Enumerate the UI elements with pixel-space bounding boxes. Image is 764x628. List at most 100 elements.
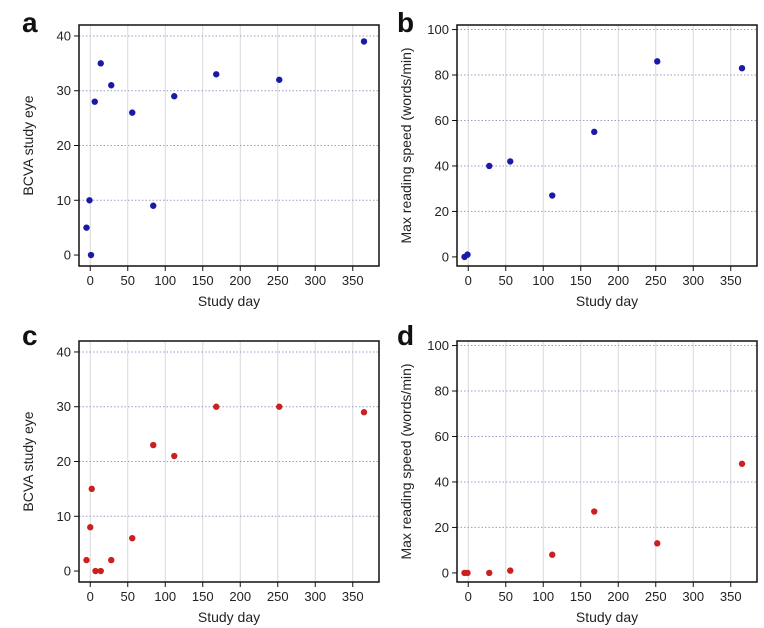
y-axis-title: BCVA study eye bbox=[20, 95, 36, 195]
panel-letter: c bbox=[22, 320, 38, 351]
plot-frame bbox=[78, 340, 380, 583]
data-point bbox=[129, 534, 136, 542]
x-tick-label: 250 bbox=[645, 589, 667, 604]
x-tick-label: 50 bbox=[499, 273, 513, 288]
y-tick-label: 0 bbox=[64, 564, 71, 579]
plot-frame bbox=[456, 340, 758, 583]
data-point bbox=[464, 569, 471, 577]
panel-a: a 0 50 100 150 200 250 300 350 0 10 20 30 40 Study day… bbox=[20, 7, 380, 309]
y-tick-label: 10 bbox=[57, 509, 71, 524]
x-tick-label: 300 bbox=[304, 273, 326, 288]
x-tick-label: 50 bbox=[499, 589, 513, 604]
data-point bbox=[88, 485, 95, 493]
x-tick-label: 350 bbox=[720, 273, 742, 288]
data-point bbox=[507, 158, 514, 165]
x-tick-label: 350 bbox=[720, 589, 742, 604]
data-point bbox=[171, 452, 178, 460]
data-point bbox=[738, 64, 746, 72]
x-tick-label: 200 bbox=[229, 589, 251, 604]
y-tick-label: 0 bbox=[442, 249, 449, 264]
x-tick-label: 150 bbox=[192, 589, 214, 604]
x-tick-label: 100 bbox=[532, 273, 554, 288]
data-point bbox=[276, 403, 283, 410]
x-tick-label: 0 bbox=[465, 273, 472, 288]
y-tick-label: 100 bbox=[427, 338, 449, 353]
y-tick-label: 20 bbox=[57, 138, 71, 153]
panel-letter: b bbox=[397, 7, 414, 38]
x-tick-label: 50 bbox=[121, 589, 135, 604]
data-point bbox=[97, 567, 104, 575]
data-point bbox=[92, 567, 99, 575]
data-point bbox=[91, 98, 98, 105]
y-tick-label: 20 bbox=[57, 454, 71, 469]
plot-frame bbox=[78, 24, 380, 267]
x-tick-label: 150 bbox=[192, 273, 214, 288]
x-tick-label: 200 bbox=[229, 273, 251, 288]
data-point bbox=[591, 508, 598, 515]
x-tick-label: 200 bbox=[607, 273, 629, 288]
data-point bbox=[507, 567, 514, 574]
data-point bbox=[97, 60, 104, 67]
data-point bbox=[464, 251, 471, 258]
x-tick-label: 350 bbox=[342, 589, 364, 604]
y-axis-title: Max reading speed (words/min) bbox=[398, 47, 414, 243]
x-axis-title: Study day bbox=[576, 609, 638, 625]
x-tick-label: 150 bbox=[570, 273, 592, 288]
x-tick-label: 100 bbox=[154, 273, 176, 288]
panel-b: b 0 50 100 150 200 250 300 350 0 20 40 60 80 100 Study … bbox=[397, 7, 758, 309]
data-point bbox=[108, 82, 115, 89]
x-tick-label: 0 bbox=[465, 589, 472, 604]
y-tick-label: 20 bbox=[435, 520, 449, 535]
y-tick-label: 0 bbox=[442, 565, 449, 580]
y-tick-label: 30 bbox=[57, 399, 71, 414]
panel-letter: a bbox=[22, 7, 38, 38]
data-point bbox=[654, 58, 661, 65]
y-tick-label: 10 bbox=[57, 193, 71, 208]
y-tick-label: 80 bbox=[435, 68, 449, 83]
data-point bbox=[150, 202, 157, 209]
y-tick-label: 40 bbox=[435, 158, 449, 173]
x-tick-label: 250 bbox=[267, 589, 289, 604]
y-tick-label: 60 bbox=[435, 429, 449, 444]
data-point bbox=[108, 556, 115, 564]
x-tick-label: 150 bbox=[570, 589, 592, 604]
y-tick-label: 30 bbox=[57, 83, 71, 98]
data-point bbox=[213, 403, 220, 410]
data-point bbox=[360, 409, 368, 416]
data-point bbox=[171, 93, 178, 100]
x-tick-label: 100 bbox=[532, 589, 554, 604]
data-point bbox=[86, 197, 93, 204]
data-point bbox=[738, 460, 746, 467]
panel-d: d 0 50 100 150 200 250 300 350 0 20 40 60 80 100 Study … bbox=[397, 320, 758, 625]
data-point bbox=[654, 540, 661, 547]
data-point bbox=[549, 192, 556, 199]
data-point bbox=[549, 551, 556, 558]
y-axis-title: Max reading speed (words/min) bbox=[398, 363, 414, 559]
x-tick-label: 350 bbox=[342, 273, 364, 288]
data-point bbox=[87, 524, 94, 531]
y-tick-label: 40 bbox=[57, 344, 71, 359]
y-tick-label: 40 bbox=[435, 474, 449, 489]
y-axis-title: BCVA study eye bbox=[20, 411, 36, 511]
x-axis-title: Study day bbox=[198, 293, 260, 309]
y-tick-label: 100 bbox=[427, 22, 449, 37]
data-point bbox=[276, 76, 283, 83]
y-tick-label: 80 bbox=[435, 384, 449, 399]
panel-letter: d bbox=[397, 320, 414, 351]
x-tick-label: 300 bbox=[682, 589, 704, 604]
x-tick-label: 50 bbox=[121, 273, 135, 288]
x-tick-label: 250 bbox=[267, 273, 289, 288]
data-point bbox=[213, 71, 220, 78]
x-tick-label: 300 bbox=[304, 589, 326, 604]
plot-frame bbox=[456, 24, 758, 267]
data-point bbox=[486, 162, 493, 170]
data-point bbox=[360, 38, 368, 45]
y-tick-label: 20 bbox=[435, 204, 449, 219]
data-point bbox=[591, 128, 598, 136]
data-point bbox=[486, 569, 493, 577]
x-axis-title: Study day bbox=[198, 609, 260, 625]
data-point bbox=[83, 224, 90, 231]
y-tick-label: 60 bbox=[435, 113, 449, 128]
panel-c: c 0 50 100 150 200 250 300 350 0 10 20 30 40 Study day… bbox=[20, 320, 380, 625]
